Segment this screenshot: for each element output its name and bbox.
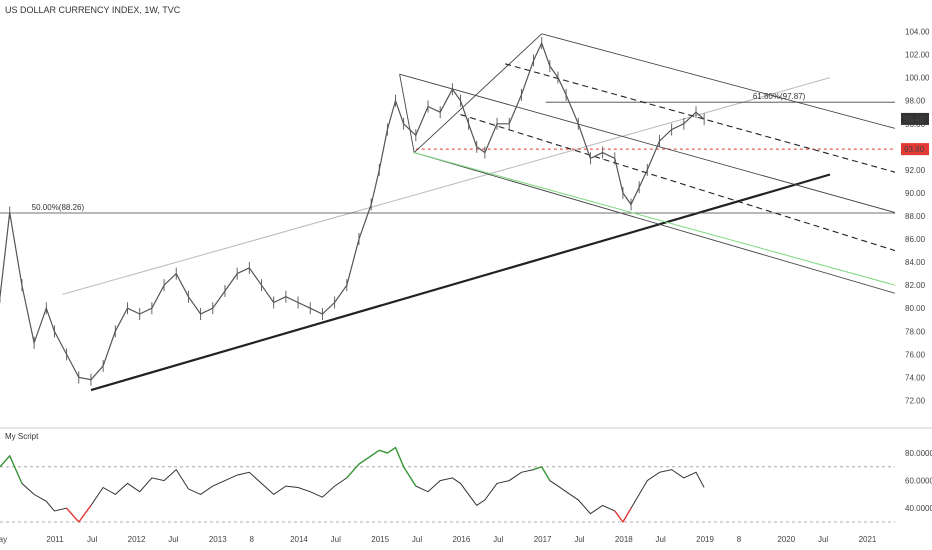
x-tick-label: 2015 — [371, 535, 389, 544]
price-y-tick-label: 100.00 — [905, 74, 930, 83]
regression-line — [62, 77, 831, 295]
last-price-badge: 96.42 — [904, 115, 925, 124]
x-tick-label: May — [0, 535, 7, 544]
price-y-tick-label: 82.00 — [905, 281, 926, 290]
oscillator-extreme-segment — [387, 446, 396, 454]
oscillator-extreme-segment — [346, 463, 360, 479]
oscillator-series — [0, 446, 705, 523]
oscillator-extreme-segment — [394, 447, 405, 468]
x-tick-label: 2014 — [290, 535, 308, 544]
oscillator-extreme-segment — [622, 507, 632, 523]
x-tick-label: 2021 — [859, 535, 877, 544]
x-tick-label: 2018 — [615, 535, 633, 544]
oscillator-extreme-segment — [0, 455, 11, 468]
oscillator-y-tick-label: 60.0000 — [905, 477, 932, 486]
x-tick-label: Jul — [656, 535, 666, 544]
channel-lower — [414, 152, 896, 294]
dashed-median-1 — [505, 63, 896, 173]
price-y-tick-label: 90.00 — [905, 189, 926, 198]
red-level-badge: 93.80 — [904, 145, 925, 154]
channel-middle — [399, 73, 896, 213]
price-y-tick-label: 92.00 — [905, 166, 926, 175]
price-y-tick-label: 98.00 — [905, 97, 926, 106]
price-y-tick-label: 86.00 — [905, 235, 926, 244]
oscillator-y-tick-label: 80.0000 — [905, 449, 932, 458]
oscillator-extreme-segment — [66, 507, 80, 523]
x-tick-label: 2017 — [534, 535, 552, 544]
price-y-tick-label: 84.00 — [905, 258, 926, 267]
x-tick-label: Jul — [412, 535, 422, 544]
dashed-median-2 — [460, 114, 896, 252]
x-tick-label: 2019 — [696, 535, 714, 544]
oscillator-extreme-segment — [541, 466, 551, 481]
x-tick-label: Jul — [574, 535, 584, 544]
oscillator-title: My Script — [5, 432, 39, 441]
oscillator-extreme-segment — [358, 455, 372, 465]
price-y-tick-label: 88.00 — [905, 212, 926, 221]
x-tick-label: Jul — [168, 535, 178, 544]
oscillator-y-tick-label: 40.0000 — [905, 504, 932, 513]
price-overlays: 61.80%(97.87) 50.00%(88.26) — [0, 33, 896, 392]
x-tick-label: 2012 — [128, 535, 146, 544]
oscillator-extreme-segment — [78, 505, 92, 523]
oscillator-extreme-segment — [379, 449, 388, 454]
x-tick-label: 2016 — [452, 535, 470, 544]
pitchfork-handle — [413, 33, 543, 153]
price-y-tick-label: 78.00 — [905, 327, 926, 336]
oscillator-y-axis: 80.0000 60.0000 40.0000 — [905, 449, 932, 513]
oscillator-extreme-segment — [403, 466, 417, 487]
oscillator-panel — [0, 466, 895, 523]
chart-title: US DOLLAR CURRENCY INDEX, 1W, TVC — [5, 5, 181, 15]
x-axis: May 2011 Jul 2012 Jul 2013 8 2014 Jul 2015 Jul 2016… — [0, 535, 877, 544]
oscillator-extreme-segment — [614, 510, 624, 523]
x-tick-label: Jul — [87, 535, 97, 544]
x-tick-label: Jul — [331, 535, 341, 544]
pitchfork-left — [399, 74, 415, 153]
price-series — [0, 37, 705, 386]
price-y-tick-label: 72.00 — [905, 396, 926, 405]
channel-upper — [541, 33, 896, 129]
x-tick-label: 2020 — [777, 535, 795, 544]
oscillator-line — [0, 446, 705, 523]
x-tick-label: Jul — [493, 535, 503, 544]
red-level-badge-bg — [901, 143, 929, 156]
x-tick-label: 2013 — [209, 535, 227, 544]
oscillator-extreme-segment — [370, 449, 380, 457]
price-y-tick-label: 102.00 — [905, 51, 930, 60]
price-y-tick-label: 74.00 — [905, 373, 926, 382]
trend-line — [90, 173, 831, 392]
x-tick-label: 8 — [737, 535, 742, 544]
price-y-axis: 104.00102.00100.0098.0096.0094.0092.0090… — [901, 28, 930, 405]
fib-label: 50.00%(88.26) — [32, 203, 85, 212]
last-price-badge-bg — [901, 112, 929, 125]
oscillator-extreme-segment — [533, 466, 542, 471]
green-line — [414, 152, 896, 286]
fib-label: 61.80%(97.87) — [753, 92, 806, 101]
x-tick-label: Jul — [818, 535, 828, 544]
price-y-tick-label: 104.00 — [905, 28, 930, 37]
x-tick-label: 8 — [249, 535, 254, 544]
price-line — [0, 41, 705, 381]
x-tick-label: 2011 — [46, 535, 64, 544]
oscillator-extreme-segment — [9, 455, 23, 484]
price-y-tick-label: 76.00 — [905, 350, 926, 359]
price-y-tick-label: 80.00 — [905, 304, 926, 313]
